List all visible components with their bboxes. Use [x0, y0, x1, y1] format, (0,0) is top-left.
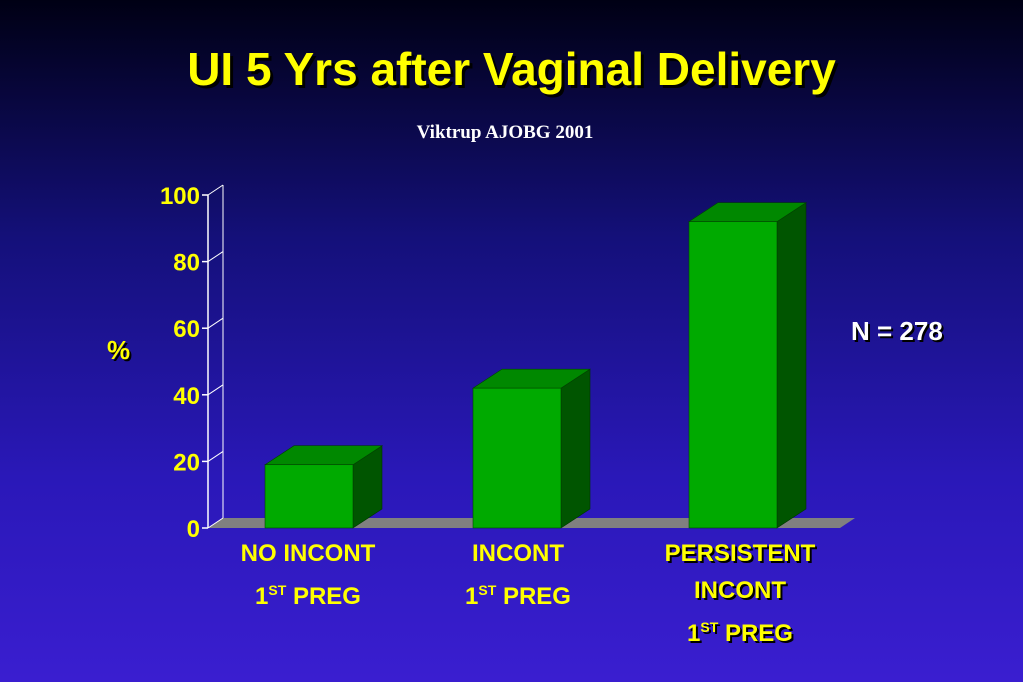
y-tick-label: 80 — [173, 250, 200, 277]
bar-front — [264, 464, 354, 529]
sample-size-annotation: N = 278 — [851, 316, 943, 346]
category-label-line: INCONT — [694, 577, 786, 604]
bar — [687, 202, 808, 529]
y-tick-depth — [207, 517, 224, 529]
bar — [263, 445, 384, 529]
category-label-line: PERSISTENT — [664, 540, 816, 567]
category-label-line: 1ST PREG — [465, 582, 571, 610]
category-label-line: NO INCONT — [240, 540, 376, 567]
chart-title: UI 5 Yrs after Vaginal Delivery — [187, 43, 836, 95]
y-tick-label: 100 — [160, 183, 200, 210]
category-label-persistent-incont: PERSISTENT INCONT 1ST PREG — [640, 535, 840, 652]
bar-front — [688, 221, 778, 529]
chart-bars — [263, 202, 808, 529]
category-label-no-incont: NO INCONT 1ST PREG — [208, 535, 408, 615]
y-tick-depth — [207, 251, 224, 263]
bar-side — [776, 202, 807, 529]
bar-front — [472, 387, 562, 529]
y-tick-depth — [207, 184, 224, 196]
y-axis-label: % — [107, 335, 131, 365]
y-tick-depth — [207, 317, 224, 329]
category-label-line: INCONT — [472, 540, 564, 567]
y-tick-label: 20 — [173, 449, 200, 476]
chart-subtitle: Viktrup AJOBG 2001 — [416, 122, 594, 143]
category-label-line: 1ST PREG — [687, 619, 793, 647]
y-tick-label: 60 — [173, 316, 200, 343]
category-label-line: 1ST PREG — [255, 582, 361, 610]
y-tick-depth — [207, 450, 224, 462]
bar — [471, 368, 592, 529]
y-tick-label: 0 — [187, 516, 200, 543]
category-label-incont: INCONT 1ST PREG — [418, 535, 618, 615]
y-tick-label: 40 — [173, 383, 200, 410]
bar-side — [560, 368, 591, 529]
y-tick-depth — [207, 384, 224, 396]
